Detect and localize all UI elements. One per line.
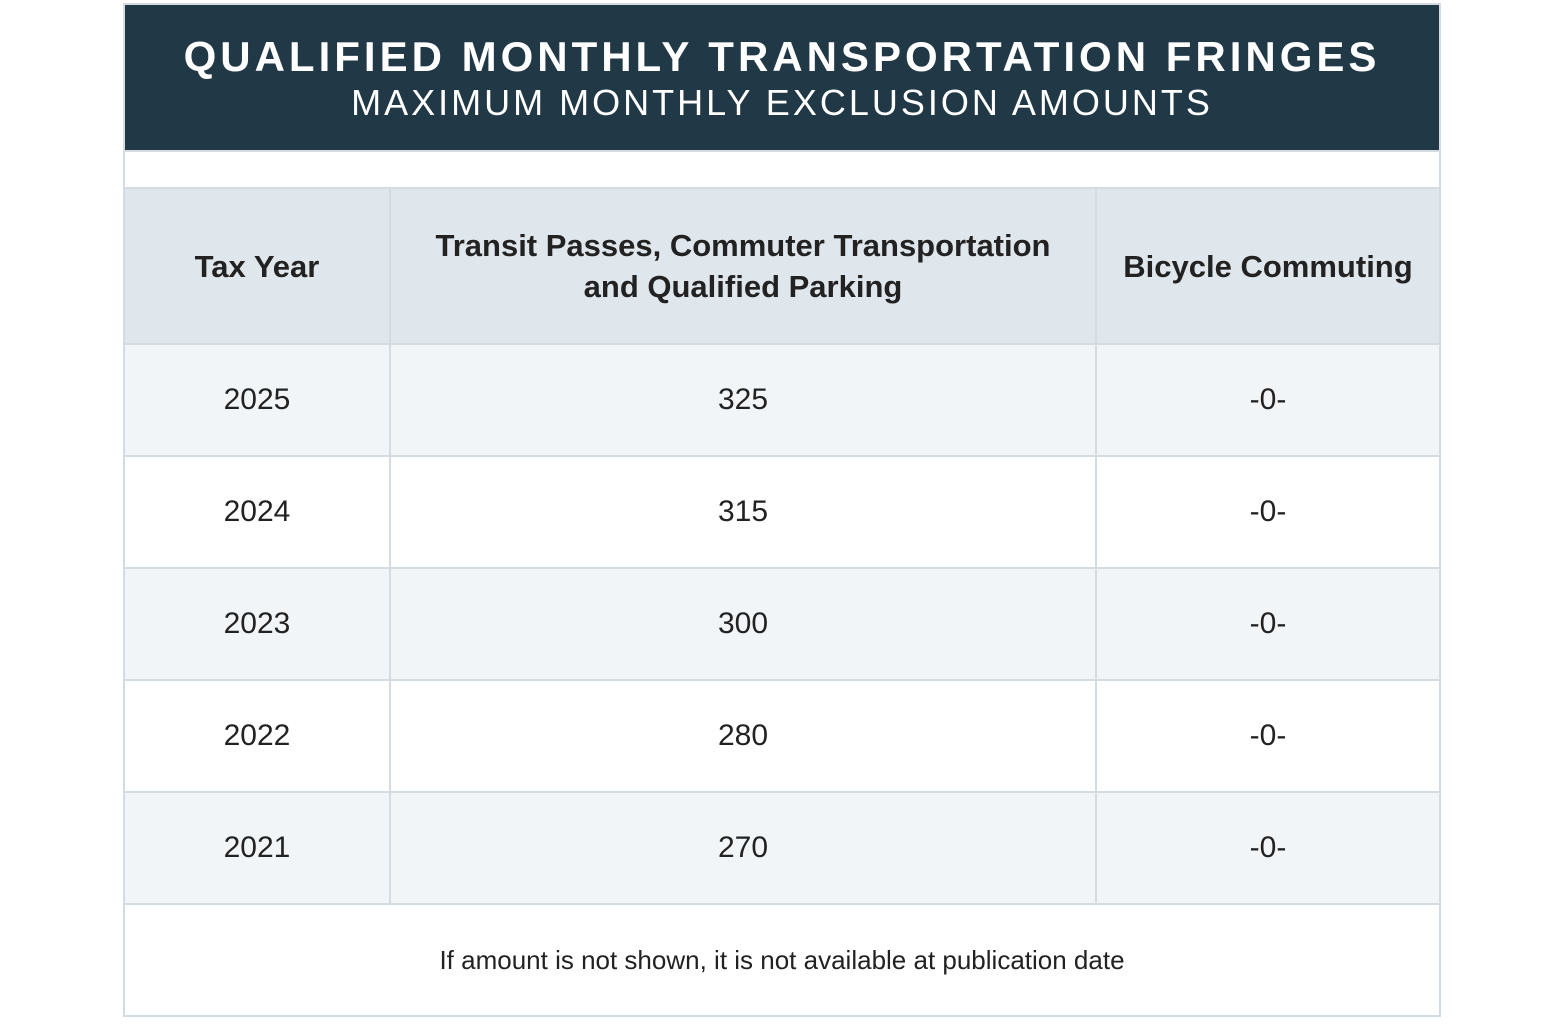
cell-tax-year: 2025: [125, 345, 391, 455]
cell-tax-year: 2024: [125, 457, 391, 567]
table-title: QUALIFIED MONTHLY TRANSPORTATION FRINGES: [183, 33, 1381, 80]
cell-transit-amount: 270: [391, 793, 1097, 903]
cell-bicycle-amount: -0-: [1249, 383, 1287, 416]
cell-bicycle-amount: -0-: [1249, 719, 1287, 752]
table-row: 2022 280 -0-: [125, 681, 1439, 793]
column-header-tax-year: Tax Year: [125, 189, 391, 343]
footnote: If amount is not shown, it is not availa…: [439, 944, 1125, 975]
exclusion-table: QUALIFIED MONTHLY TRANSPORTATION FRINGES…: [123, 3, 1441, 1017]
table-row: 2025 325 -0-: [125, 345, 1439, 457]
cell-tax-year: 2022: [125, 681, 391, 791]
cell-transit-amount: 315: [391, 457, 1097, 567]
cell-bicycle-amount: -0-: [1249, 831, 1287, 864]
column-header-bicycle: Bicycle Commuting: [1123, 248, 1413, 284]
table-row: 2021 270 -0-: [125, 793, 1439, 905]
table-banner: QUALIFIED MONTHLY TRANSPORTATION FRINGES…: [125, 5, 1439, 150]
column-header-row: Tax Year Transit Passes, Commuter Transp…: [125, 189, 1439, 345]
cell-transit-amount: 300: [391, 569, 1097, 679]
cell-bicycle-amount: -0-: [1249, 495, 1287, 528]
cell-tax-year: 2021: [125, 793, 391, 903]
cell-transit-amount: 325: [391, 345, 1097, 455]
spacer-row: [125, 150, 1439, 189]
table-body: 2025 325 -0- 2024 315 -0- 2023 300 -0- 2022 280 -0-…: [125, 345, 1439, 905]
cell-transit-amount: 280: [391, 681, 1097, 791]
cell-tax-year: 2023: [125, 569, 391, 679]
cell-bicycle-amount: -0-: [1249, 607, 1287, 640]
table-row: 2023 300 -0-: [125, 569, 1439, 681]
column-header-transit: Transit Passes, Commuter Transportation …: [391, 189, 1097, 343]
column-header-transit-label: Transit Passes, Commuter Transportation …: [435, 228, 1051, 304]
table-row: 2024 315 -0-: [125, 457, 1439, 569]
table-subtitle: MAXIMUM MONTHLY EXCLUSION AMOUNTS: [351, 82, 1213, 123]
